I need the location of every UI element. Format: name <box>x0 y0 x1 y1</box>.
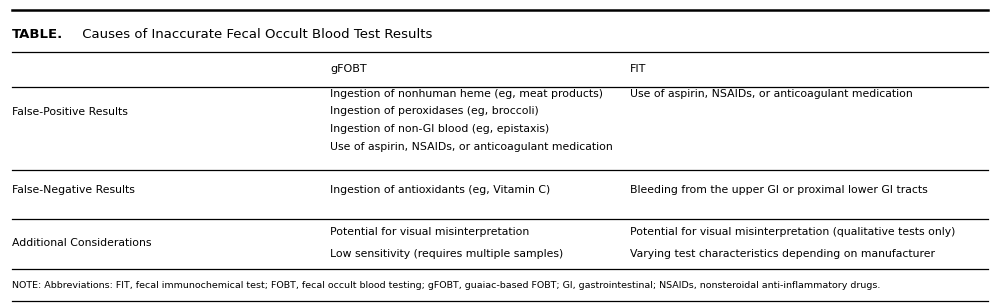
Text: Low sensitivity (requires multiple samples): Low sensitivity (requires multiple sampl… <box>330 249 563 259</box>
Text: FIT: FIT <box>630 64 646 74</box>
Text: Use of aspirin, NSAIDs, or anticoagulant medication: Use of aspirin, NSAIDs, or anticoagulant… <box>330 142 613 152</box>
Text: Ingestion of nonhuman heme (eg, meat products): Ingestion of nonhuman heme (eg, meat pro… <box>330 89 603 99</box>
Text: False-Positive Results: False-Positive Results <box>12 107 128 117</box>
Text: TABLE.: TABLE. <box>12 28 63 41</box>
Text: gFOBT: gFOBT <box>330 64 367 74</box>
Text: Ingestion of non-GI blood (eg, epistaxis): Ingestion of non-GI blood (eg, epistaxis… <box>330 124 549 134</box>
Text: Use of aspirin, NSAIDs, or anticoagulant medication: Use of aspirin, NSAIDs, or anticoagulant… <box>630 89 913 99</box>
Text: NOTE: Abbreviations: FIT, fecal immunochemical test; FOBT, fecal occult blood te: NOTE: Abbreviations: FIT, fecal immunoch… <box>12 281 880 290</box>
Text: Bleeding from the upper GI or proximal lower GI tracts: Bleeding from the upper GI or proximal l… <box>630 185 928 195</box>
Text: Potential for visual misinterpretation (qualitative tests only): Potential for visual misinterpretation (… <box>630 227 955 237</box>
Text: Ingestion of peroxidases (eg, broccoli): Ingestion of peroxidases (eg, broccoli) <box>330 107 539 116</box>
Text: Ingestion of antioxidants (eg, Vitamin C): Ingestion of antioxidants (eg, Vitamin C… <box>330 185 550 195</box>
Text: Causes of Inaccurate Fecal Occult Blood Test Results: Causes of Inaccurate Fecal Occult Blood … <box>78 28 432 41</box>
Text: Additional Considerations: Additional Considerations <box>12 238 152 248</box>
Text: Varying test characteristics depending on manufacturer: Varying test characteristics depending o… <box>630 249 935 259</box>
Text: False-Negative Results: False-Negative Results <box>12 185 135 195</box>
Text: Potential for visual misinterpretation: Potential for visual misinterpretation <box>330 227 529 237</box>
